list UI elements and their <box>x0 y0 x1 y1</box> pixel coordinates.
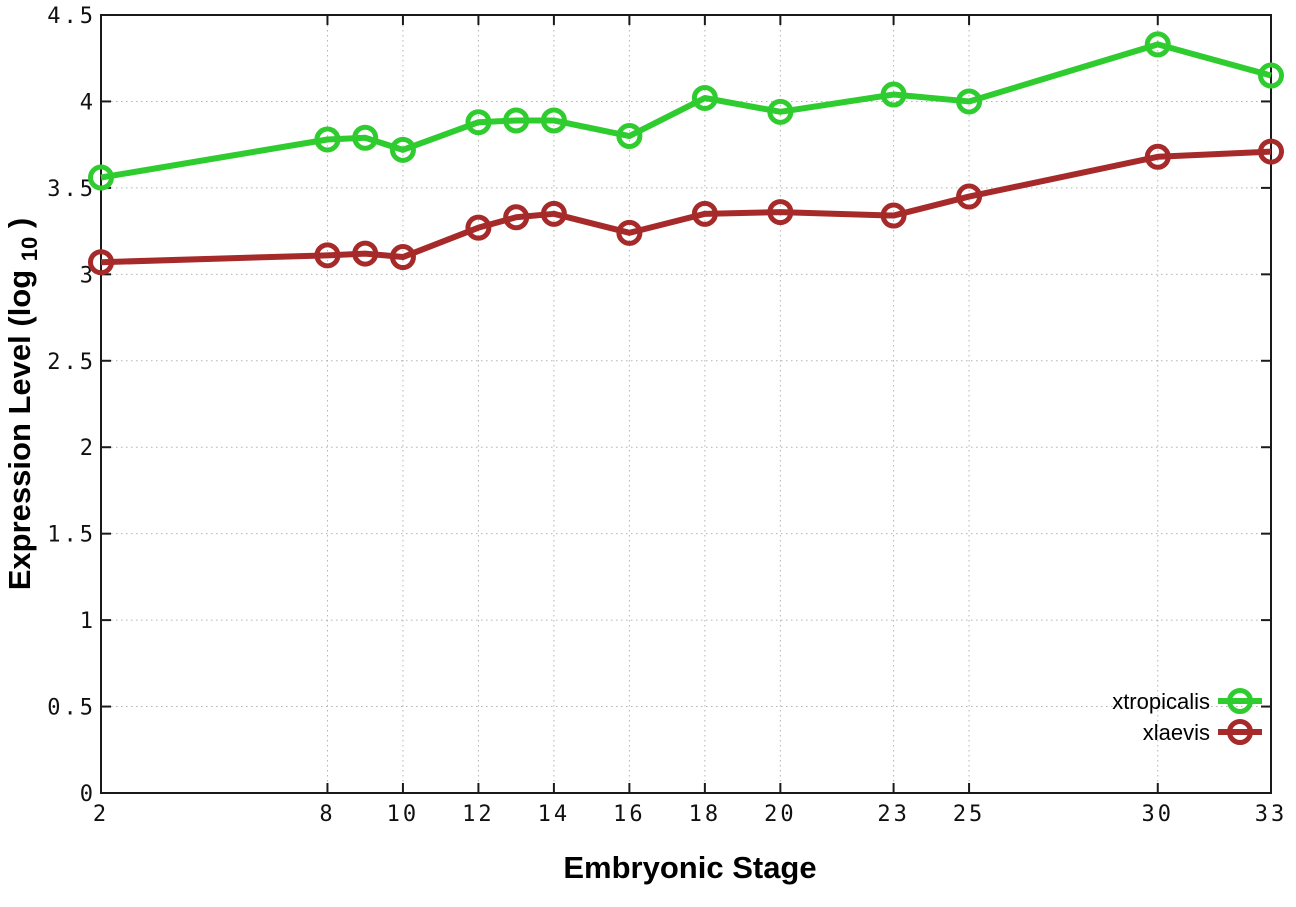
x-tick-label-18: 18 <box>689 802 722 827</box>
data-point-xtropicalis-stage-9 <box>352 124 379 151</box>
data-point-xtropicalis-stage-25 <box>956 88 983 115</box>
x-tick-label-10: 10 <box>387 802 420 827</box>
y-tick-label-0: 0 <box>80 782 96 807</box>
plot-border <box>100 14 1272 794</box>
plot-frame <box>100 14 1272 794</box>
data-point-xtropicalis-stage-2 <box>88 164 114 191</box>
data-point-xlaevis-stage-25 <box>956 183 983 210</box>
y-tick-label-3: 3 <box>80 263 96 288</box>
data-point-xlaevis-stage-8 <box>314 242 341 269</box>
x-tick-label-2: 2 <box>93 802 109 827</box>
y-tick-label-2.5: 2.5 <box>47 350 96 375</box>
x-tick-label-30: 30 <box>1142 802 1175 827</box>
legend-marker-icon-xtropicalis <box>1227 688 1253 714</box>
x-tick-label-25: 25 <box>953 802 986 827</box>
y-tick-label-0.5: 0.5 <box>47 696 96 721</box>
y-tick-label-1.5: 1.5 <box>47 523 96 548</box>
data-point-xlaevis-stage-16 <box>616 219 643 246</box>
y-axis-title-close: ) <box>2 218 37 228</box>
legend-item-xlaevis: xlaevis <box>1143 719 1262 745</box>
data-point-xtropicalis-stage-13 <box>503 107 530 134</box>
y-tick-labels: 0 0.5 1 1.5 2 2.5 3 3.5 4 4.5 <box>47 4 96 807</box>
x-tick-label-23: 23 <box>877 802 910 827</box>
x-tick-label-12: 12 <box>462 802 495 827</box>
data-point-xlaevis-stage-2 <box>88 249 114 276</box>
data-point-xtropicalis-stage-23 <box>880 81 907 108</box>
y-axis-title: Expression Level (log 10 ) <box>2 218 44 591</box>
tick-marks <box>100 14 1272 794</box>
data-series <box>88 31 1284 276</box>
data-point-xlaevis-stage-18 <box>691 200 718 227</box>
data-point-xlaevis-stage-14 <box>540 200 567 227</box>
data-point-xtropicalis-stage-12 <box>465 109 492 136</box>
y-axis-title-text: Expression Level (log <box>2 270 37 590</box>
series-line-xlaevis <box>100 148 1272 266</box>
data-point-xtropicalis-stage-14 <box>540 107 567 134</box>
data-point-xlaevis-stage-12 <box>465 214 492 241</box>
data-point-xtropicalis-stage-16 <box>616 123 643 150</box>
legend-item-xtropicalis: xtropicalis <box>1112 688 1262 714</box>
x-axis-title: Embryonic Stage <box>563 850 816 885</box>
y-axis-title-subscript: 10 <box>17 237 42 261</box>
legend-label-xtropicalis: xtropicalis <box>1112 689 1210 714</box>
series-line-xtropicalis <box>100 41 1272 181</box>
y-tick-label-2: 2 <box>80 436 96 461</box>
data-point-xtropicalis-stage-10 <box>389 136 416 163</box>
data-point-xlaevis-stage-30 <box>1144 143 1171 170</box>
data-point-xtropicalis-stage-18 <box>691 84 718 111</box>
data-point-xtropicalis-stage-8 <box>314 126 341 153</box>
data-point-xtropicalis-stage-20 <box>767 98 794 125</box>
y-tick-label-1: 1 <box>80 609 96 634</box>
data-point-xlaevis-stage-9 <box>352 240 379 267</box>
y-tick-label-3.5: 3.5 <box>47 177 96 202</box>
data-point-xlaevis-stage-13 <box>503 204 530 231</box>
gridlines <box>101 15 1271 793</box>
legend-marker-icon-xlaevis <box>1227 719 1253 745</box>
x-tick-label-20: 20 <box>764 802 797 827</box>
data-point-xlaevis-stage-33 <box>1258 138 1284 165</box>
data-point-xtropicalis-stage-30 <box>1144 31 1171 58</box>
data-point-xtropicalis-stage-33 <box>1258 62 1284 89</box>
y-tick-label-4.5: 4.5 <box>47 4 96 29</box>
legend-label-xlaevis: xlaevis <box>1143 720 1210 745</box>
x-tick-label-8: 8 <box>319 802 335 827</box>
data-point-xlaevis-stage-10 <box>389 244 416 271</box>
x-tick-labels: 2 8 10 12 14 16 18 20 23 25 30 33 <box>93 802 1288 827</box>
data-point-xlaevis-stage-20 <box>767 199 794 226</box>
x-tick-label-16: 16 <box>613 802 646 827</box>
x-tick-label-14: 14 <box>538 802 571 827</box>
y-tick-label-4: 4 <box>80 90 96 115</box>
legend: xtropicalis xlaevis <box>1112 688 1262 745</box>
x-tick-label-33: 33 <box>1255 802 1288 827</box>
data-point-xlaevis-stage-23 <box>880 202 907 229</box>
